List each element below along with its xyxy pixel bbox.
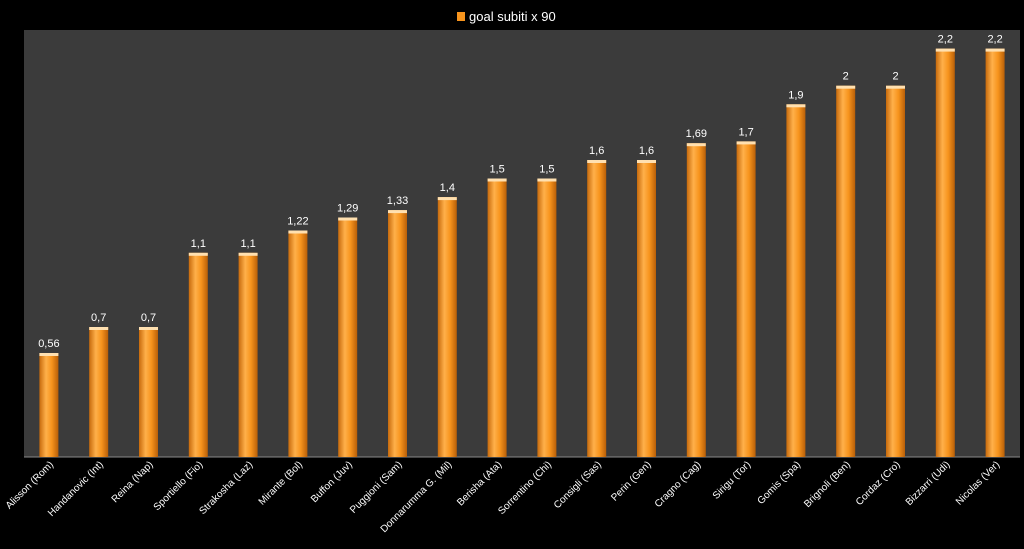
bar: [935, 48, 955, 457]
bar: [637, 160, 656, 457]
bar-top: [139, 327, 158, 330]
bar-top: [238, 252, 258, 256]
category-labels-group: Alisson (Rom)Handanovic (Int) Reina (Nap)…: [4, 459, 1002, 535]
category-label: Buffon (Juv): [309, 459, 355, 505]
value-label: 1,5: [539, 164, 554, 176]
value-label: 2: [892, 71, 898, 83]
value-label: 1,6: [589, 145, 604, 157]
bar: [537, 178, 557, 457]
value-label: 2: [843, 71, 849, 83]
value-label: 1,7: [738, 126, 753, 138]
bar-top: [89, 327, 109, 330]
value-label: 0,7: [141, 312, 156, 324]
bar-top: [736, 141, 756, 145]
bar-top: [388, 210, 407, 214]
category-label: Sorrentino (Chi): [496, 459, 554, 517]
bar-top: [637, 160, 656, 163]
bar: [786, 104, 806, 458]
legend-entry: goal subiti x 90: [469, 9, 556, 24]
value-label: 1,5: [489, 164, 504, 176]
bar-top: [686, 143, 706, 147]
value-label: 1,69: [686, 128, 707, 140]
bar-top: [39, 353, 59, 356]
bar-top: [786, 104, 806, 108]
bar: [985, 48, 1005, 457]
bar-top: [338, 217, 358, 221]
category-label: Nicolas (Ver): [954, 459, 1002, 507]
category-label: Mirante (Bol): [257, 459, 305, 507]
bar-top: [935, 48, 955, 52]
value-label: 2,2: [987, 34, 1002, 46]
category-label: Handanovic (Int): [46, 459, 106, 519]
bar-top: [836, 85, 856, 89]
category-label: Brignoli (Ben): [802, 459, 853, 510]
category-label: Gomis (Spa): [756, 459, 803, 506]
bar: [736, 141, 756, 457]
value-label: 1,4: [440, 182, 455, 194]
bar-top: [288, 230, 308, 234]
bar: [886, 85, 905, 457]
bar-top: [537, 178, 557, 182]
plot-area: [24, 30, 1020, 457]
category-label: Consigli (Sas): [552, 459, 604, 511]
bar: [388, 210, 407, 457]
category-label: Reina (Nap): [110, 459, 156, 505]
bar: [288, 230, 308, 457]
bar: [686, 143, 706, 457]
bar: [238, 252, 258, 457]
category-label: Bizzarri (Udi): [904, 459, 953, 508]
value-label: 1,22: [287, 216, 308, 228]
value-label: 1,29: [337, 203, 358, 215]
value-labels-group: 0,56 0,7 0,7 1,1 1,1 1,22 1,29 1,33 1,4 1,5 1,5 1,6…: [38, 34, 1003, 350]
bar-top: [437, 197, 457, 201]
category-label: Berisha (Ata): [455, 459, 504, 508]
value-label: 1,9: [788, 89, 803, 101]
bar: [39, 353, 59, 457]
category-label: Strakosha (Laz): [198, 459, 256, 517]
bar-top: [487, 178, 507, 182]
value-label: 0,56: [38, 338, 59, 350]
value-label: 0,7: [91, 312, 106, 324]
bar-top: [188, 252, 208, 256]
category-label: Sirigu (Tor): [711, 459, 753, 501]
bar-top: [587, 160, 607, 163]
legend-swatch: [457, 12, 465, 21]
value-label: 1,33: [387, 195, 408, 207]
category-label: Cragno (Cag): [653, 459, 704, 510]
value-label: 1,1: [191, 238, 206, 250]
bar: [836, 85, 856, 457]
category-label: Alisson (Rom): [4, 459, 56, 511]
bar-top: [985, 48, 1005, 52]
value-label: 2,2: [938, 34, 953, 46]
category-label: Cordaz (Cro): [854, 459, 903, 508]
category-label: Sportiello (Fio): [152, 459, 206, 513]
bar: [338, 217, 358, 457]
category-label: Puggioni (Sam): [348, 459, 405, 516]
bar: [188, 252, 208, 457]
category-label: Perin (Gen): [609, 459, 653, 503]
bar: [587, 160, 607, 457]
bar: [487, 178, 507, 457]
bars-group: [39, 48, 1005, 458]
bar-top: [886, 85, 905, 89]
value-label: 1,6: [639, 145, 654, 157]
bar: [437, 197, 457, 457]
bar: [139, 327, 158, 457]
legend: goal subiti x 90: [457, 9, 556, 24]
value-label: 1,1: [240, 238, 255, 250]
bar: [89, 327, 109, 457]
